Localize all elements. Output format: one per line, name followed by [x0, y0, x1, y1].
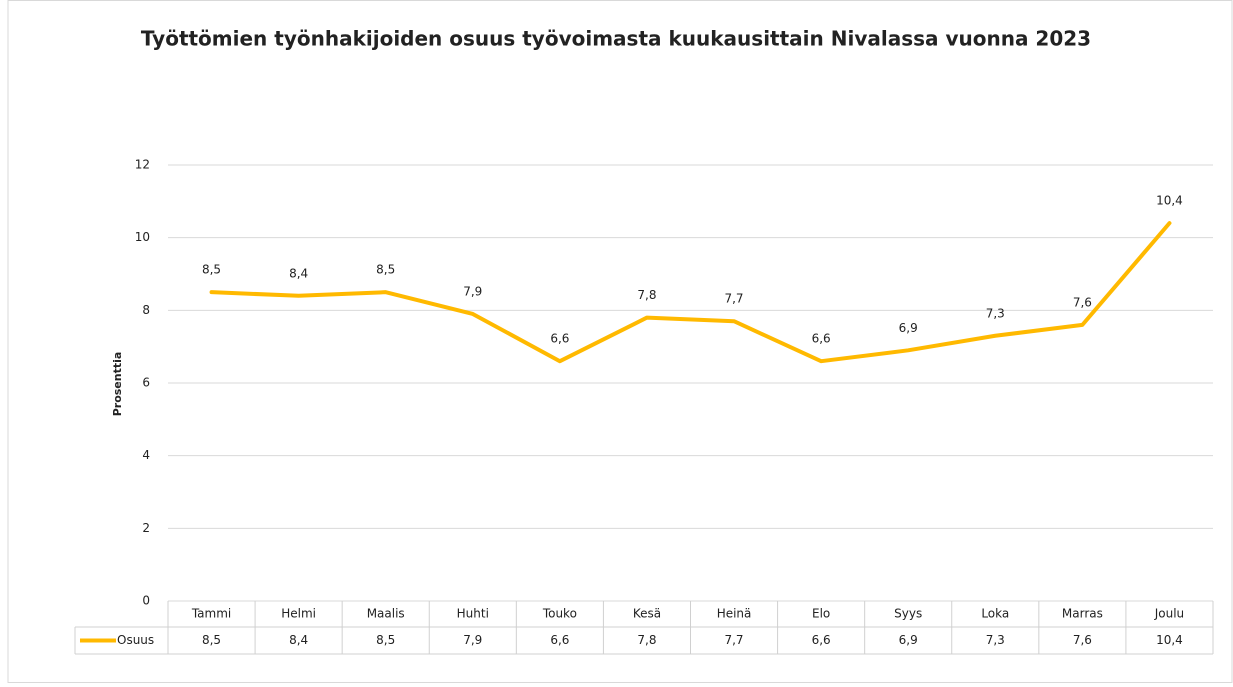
- chart-title: Työttömien työnhakijoiden osuus työvoima…: [141, 27, 1091, 51]
- x-tick-label: Touko: [542, 607, 577, 621]
- table-value: 8,4: [289, 633, 308, 647]
- y-axis-label: Prosenttia: [111, 352, 124, 417]
- x-tick-label: Maalis: [367, 607, 405, 621]
- table-value: 6,6: [550, 633, 569, 647]
- x-tick-label: Elo: [812, 607, 830, 621]
- table-value: 7,9: [463, 633, 482, 647]
- table-value: 7,3: [986, 633, 1005, 647]
- data-label: 7,9: [463, 284, 482, 298]
- data-label: 6,6: [550, 332, 569, 346]
- data-label: 7,3: [986, 306, 1005, 320]
- x-tick-label: Syys: [894, 607, 922, 621]
- data-label: 8,4: [289, 266, 308, 280]
- y-tick-label: 2: [142, 521, 150, 535]
- x-tick-label: Tammi: [191, 607, 231, 621]
- data-label: 10,4: [1156, 194, 1183, 208]
- table-value: 7,6: [1073, 633, 1092, 647]
- legend-label: Osuus: [117, 633, 154, 647]
- y-tick-label: 8: [142, 303, 150, 317]
- data-label: 6,9: [899, 321, 918, 335]
- table-value: 7,8: [637, 633, 656, 647]
- table-value: 8,5: [376, 633, 395, 647]
- data-label: 8,5: [202, 263, 221, 277]
- y-tick-label: 0: [142, 594, 150, 608]
- table-value: 10,4: [1156, 633, 1183, 647]
- y-tick-label: 4: [142, 448, 150, 462]
- line-series: [209, 221, 1172, 364]
- data-label: 7,8: [637, 288, 656, 302]
- x-tick-label: Huhti: [457, 607, 489, 621]
- y-tick-label: 6: [142, 376, 150, 390]
- data-label: 7,6: [1073, 295, 1092, 309]
- x-tick-label: Kesä: [633, 607, 661, 621]
- x-tick-label: Heinä: [717, 607, 752, 621]
- x-tick-label: Marras: [1062, 607, 1103, 621]
- data-label: 8,5: [376, 263, 395, 277]
- table-value: 8,5: [202, 633, 221, 647]
- table-value: 6,6: [812, 633, 831, 647]
- chart-border: [7, 0, 1233, 683]
- x-tick-label: Joulu: [1154, 607, 1184, 621]
- y-tick-label: 12: [135, 158, 150, 172]
- table-value: 6,9: [899, 633, 918, 647]
- data-label: 7,7: [724, 292, 743, 306]
- y-tick-label: 10: [135, 230, 150, 244]
- data-label: 6,6: [812, 332, 831, 346]
- x-tick-label: Helmi: [281, 607, 316, 621]
- table-value: 7,7: [724, 633, 743, 647]
- x-tick-label: Loka: [981, 607, 1009, 621]
